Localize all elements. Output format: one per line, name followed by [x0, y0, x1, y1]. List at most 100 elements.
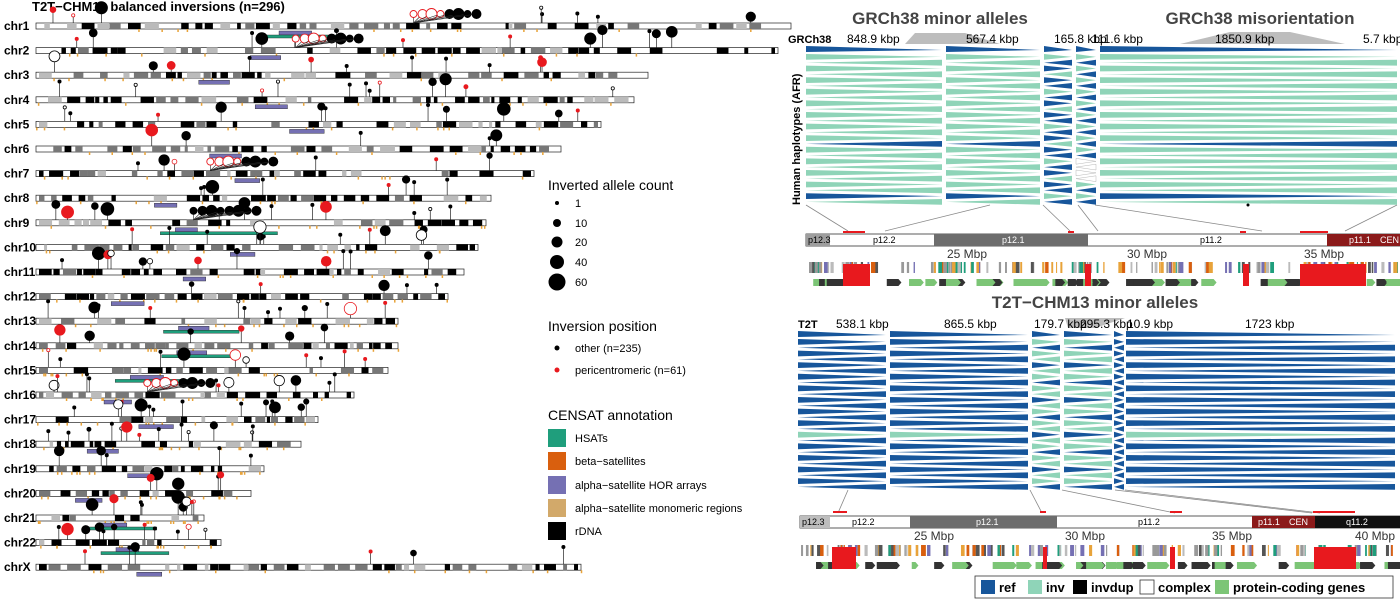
haplotype-triangle	[1126, 420, 1395, 426]
repeat-mark	[972, 545, 976, 556]
inversion-lollipop	[49, 6, 57, 23]
grch38-callout-right	[1180, 32, 1345, 44]
gene-arrow	[909, 279, 924, 286]
key-swatch-invdup	[1073, 580, 1087, 594]
t2t-haplotype-triangles	[798, 331, 1395, 490]
chromosome-label-chr1: chr1	[4, 19, 30, 33]
haplotype-triangle	[890, 466, 1028, 473]
haplotype-triangle	[1114, 431, 1124, 438]
inversion-lollipop	[94, 522, 105, 540]
gene-arrow	[952, 562, 969, 569]
repeat-mark	[874, 545, 879, 556]
grch38-tick-25: 25 Mbp	[947, 247, 987, 261]
repeat-mark	[957, 262, 961, 273]
haplotype-triangle	[806, 71, 942, 78]
key-label-genes: protein-coding genes	[1233, 580, 1365, 595]
repeat-mark	[1096, 262, 1099, 273]
inversion-lollipop	[152, 526, 157, 540]
inversion-lollipop	[57, 79, 62, 97]
chromosome-label-chr5: chr5	[4, 117, 30, 131]
repeat-mark	[1194, 545, 1199, 556]
inversion-lollipop	[85, 498, 99, 515]
inversion-lollipop	[320, 201, 332, 220]
haplotype-triangle	[890, 449, 1028, 455]
repeat-mark	[908, 545, 912, 556]
inversion-lollipop	[554, 109, 563, 122]
inversion-lollipop	[107, 249, 115, 269]
censat-box-chr3	[198, 79, 230, 85]
t2t-size-2: 865.5 kbp	[944, 317, 997, 331]
repeat-mark	[976, 262, 981, 273]
inversion-lollipop	[428, 207, 433, 220]
chromosome-label-chr8: chr8	[4, 191, 30, 205]
haplotype-triangle	[1100, 152, 1397, 159]
inversion-lollipop	[193, 205, 262, 221]
haplotype-triangle	[1126, 356, 1395, 363]
chromosome-bar-chr18	[35, 440, 302, 454]
inversion-lollipop	[258, 282, 263, 294]
repeat-mark	[1074, 545, 1077, 556]
repeat-mark	[1020, 262, 1023, 273]
haplotype-triangle	[1100, 88, 1397, 95]
t2t-tick-30: 30 Mbp	[1065, 529, 1105, 543]
inversion-lollipop	[341, 249, 346, 269]
inversion-lollipop	[665, 25, 678, 48]
grch38-ref-label: GRCh38	[788, 34, 831, 46]
haplotype-triangle	[1076, 106, 1096, 112]
haplotype-triangle	[1064, 368, 1112, 374]
haplotype-triangle	[1032, 426, 1060, 432]
haplotype-triangle	[1032, 414, 1060, 421]
haplotype-triangle	[1100, 146, 1397, 153]
haplotype-triangle	[798, 402, 886, 409]
haplotype-triangle	[1064, 443, 1112, 450]
haplotype-triangle	[1126, 455, 1395, 461]
inversion-lollipop	[610, 86, 615, 97]
gene-arrow	[1132, 562, 1146, 569]
haplotype-triangle	[1126, 426, 1395, 432]
inversion-lollipop	[189, 206, 198, 220]
legend-count-title: Inverted allele count	[548, 177, 673, 193]
haplotype-triangle	[1100, 181, 1397, 188]
inversion-lollipop	[320, 323, 329, 343]
haplotype-triangle	[798, 472, 886, 479]
haplotype-triangle	[1064, 426, 1112, 432]
haplotype-triangle	[1032, 437, 1060, 444]
chromosome-bar-chr3	[35, 71, 649, 85]
inversion-lollipop	[62, 105, 67, 122]
haplotype-triangle	[806, 135, 942, 141]
haplotype-triangle	[946, 54, 1040, 60]
karyotype-title: T2T−CHM13 balanced inversions (n=296)	[32, 0, 285, 14]
haplotype-triangle	[798, 455, 886, 461]
inversion-lollipop	[269, 401, 281, 417]
repeat-mark	[1116, 545, 1120, 556]
haplotype-triangle	[1032, 449, 1060, 455]
repeat-mark	[801, 545, 804, 556]
chromosome-bar-chr10	[35, 244, 479, 257]
repeat-mark	[895, 545, 900, 556]
haplotype-triangle	[1076, 112, 1096, 118]
gene-arrow	[1055, 279, 1066, 286]
inversion-lollipop	[134, 398, 148, 417]
highlight-region	[1300, 264, 1366, 286]
repeat-mark	[1159, 545, 1163, 556]
inversion-lollipop	[91, 202, 99, 220]
inversion-lollipop	[185, 523, 192, 540]
haplotype-triangle	[1044, 77, 1072, 83]
repeat-mark	[1177, 262, 1181, 273]
inversion-lollipop	[297, 403, 305, 417]
inversion-lollipop	[88, 301, 101, 319]
inversion-lollipop	[135, 161, 140, 171]
repeat-mark	[1214, 545, 1218, 556]
inversion-lollipop	[295, 33, 364, 48]
inversion-lollipop	[74, 36, 79, 48]
t2t-band-cen: CEN	[1289, 517, 1308, 527]
haplotype-triangle	[1032, 455, 1060, 461]
haplotype-triangle	[1064, 356, 1112, 363]
chromosome-label-chr20: chr20	[4, 486, 36, 500]
haplotype-triangle	[1044, 152, 1072, 159]
inversion-lollipop	[104, 453, 109, 466]
haplotype-triangle	[798, 437, 886, 444]
t2t-tick-40: 40 Mbp	[1355, 529, 1395, 543]
haplotype-triangle	[1032, 379, 1060, 386]
legend-censat-label-hsats: HSATs	[575, 433, 608, 445]
